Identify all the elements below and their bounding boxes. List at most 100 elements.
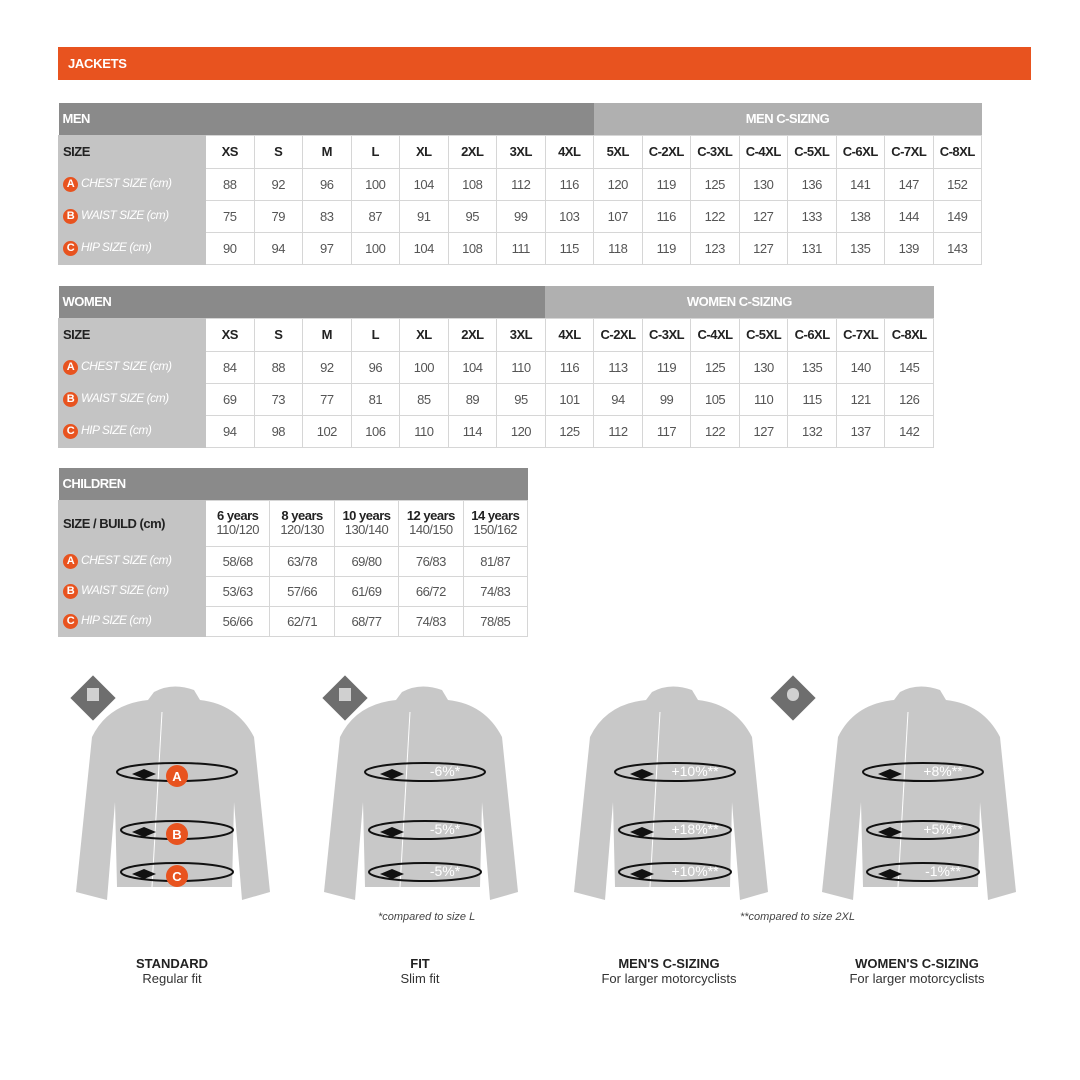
measure-a-icon: A [63,554,78,569]
size-header: C-3XL [641,317,692,352]
row-label: WAIST SIZE (cm) [81,583,169,597]
waist-value: 101 [544,382,595,416]
chest-value: 100 [350,167,400,201]
chest-value: 116 [544,350,595,384]
size-header: S [253,134,303,169]
chest-value: 104 [447,350,498,384]
age: 14 years [471,508,520,523]
hip-value: 115 [544,231,594,265]
hip-value: 135 [835,231,885,265]
chest-label: A CHEST SIZE (cm) [58,545,206,577]
measure-loop [614,762,736,782]
size-header: C-7XL [884,134,934,169]
hip-value: 114 [447,414,498,448]
hip-value: 120 [496,414,546,448]
jacket-men-csizing: +10%** +18%** +10%** [574,686,768,900]
hip-value: 137 [835,414,886,448]
waist-value: 95 [496,382,546,416]
hip-value: 78/85 [462,605,529,637]
size-header: XL [399,317,449,352]
waist-value: 81 [350,382,401,416]
zipper-line [649,711,661,888]
chest-value: 100 [399,350,449,384]
arrow-icon [132,869,156,879]
jacket-icon [76,686,270,900]
jacket-icon [324,686,518,900]
size-header: C-2XL [593,317,643,352]
row-label: HIP SIZE (cm) [81,613,152,627]
size-header: 10 years 130/140 [333,499,400,547]
size-header: XL [399,134,449,169]
hip-value: 142 [884,414,934,448]
hip-value: 143 [932,231,982,265]
chest-value: 135 [787,350,837,384]
chest-value: 88 [253,350,304,384]
zipper-line [399,711,411,888]
csizing-footnote: **compared to size 2XL [740,911,855,923]
hip-value: 117 [641,414,692,448]
measure-loop [364,762,486,782]
chest-value: 141 [835,167,885,201]
section-title: JACKETS [58,47,1031,80]
hip-value: 127 [738,414,789,448]
fit-caption-standard: STANDARD Regular fit [62,956,282,986]
measure-loop [862,762,984,782]
table-row: A CHEST SIZE (cm) 58/68 63/78 69/80 76/83 81/8… [58,545,529,577]
percent-label: -5%* [430,821,461,837]
arrow-icon [380,827,404,837]
measure-marker [166,823,188,845]
percent-label: +8%** [923,763,963,779]
measure-c-icon: C [63,424,78,439]
row-label: WAIST SIZE (cm) [81,208,169,222]
hip-label: C HIP SIZE (cm) [58,414,206,448]
waist-value: 107 [593,199,643,233]
waist-value: 66/72 [398,575,464,607]
size-header: C-5XL [787,134,837,169]
hip-value: 102 [302,414,352,448]
waist-value: 91 [399,199,449,233]
table-row: SIZE / BUILD (cm) 6 years 110/120 8 years 12… [58,499,529,547]
chest-value: 81/87 [462,545,529,577]
waist-value: 79 [253,199,303,233]
row-label: CHEST SIZE (cm) [81,176,172,190]
hip-value: 131 [787,231,837,265]
row-label: HIP SIZE (cm) [81,423,152,437]
table-title: CHILDREN [58,468,528,500]
arrow-icon [630,827,654,837]
chest-value: 96 [350,350,401,384]
fit-badge-icon [770,675,816,721]
size-label: SIZE [58,317,206,352]
chest-value: 125 [690,350,740,384]
measure-marker [166,765,188,787]
measure-c-icon: C [63,241,78,256]
measure-loop [866,862,980,882]
build: 150/162 [473,522,518,537]
fit-caption-men-csizing: MEN'S C-SIZING For larger motorcyclists [559,956,779,986]
size-header: 14 years 150/162 [462,499,529,547]
size-header: C-8XL [884,317,934,352]
measure-b-icon: B [63,392,78,407]
waist-value: 149 [932,199,982,233]
size-header: 6 years 110/120 [204,499,271,547]
waist-value: 103 [544,199,594,233]
measure-marker [166,865,188,887]
waist-value: 99 [641,382,692,416]
percent-label: +18%** [671,821,719,837]
women-size-table: WOMEN WOMEN C-SIZING SIZE XS S M L XL 2XL 3XL 4XL C… [58,286,934,448]
table-row: B WAIST SIZE (cm) 53/63 57/66 61/69 66/72 74/8… [58,575,529,607]
children-size-table: CHILDREN SIZE / BUILD (cm) 6 years 110/120 8… [58,468,529,637]
measure-label: B [172,827,181,842]
arrow-icon [878,769,902,779]
age: 10 years [342,508,391,523]
waist-value: 116 [641,199,691,233]
size-label: SIZE [58,134,206,169]
chest-value: 130 [738,350,789,384]
hip-value: 94 [205,414,255,448]
chest-label: A CHEST SIZE (cm) [58,167,206,201]
arrow-icon [630,869,654,879]
percent-label: +10%** [671,863,719,879]
size-header: 2XL [447,317,498,352]
fit-caption-slim: FIT Slim fit [310,956,530,986]
chest-value: 130 [738,167,788,201]
fit-subtitle: Regular fit [142,971,202,986]
